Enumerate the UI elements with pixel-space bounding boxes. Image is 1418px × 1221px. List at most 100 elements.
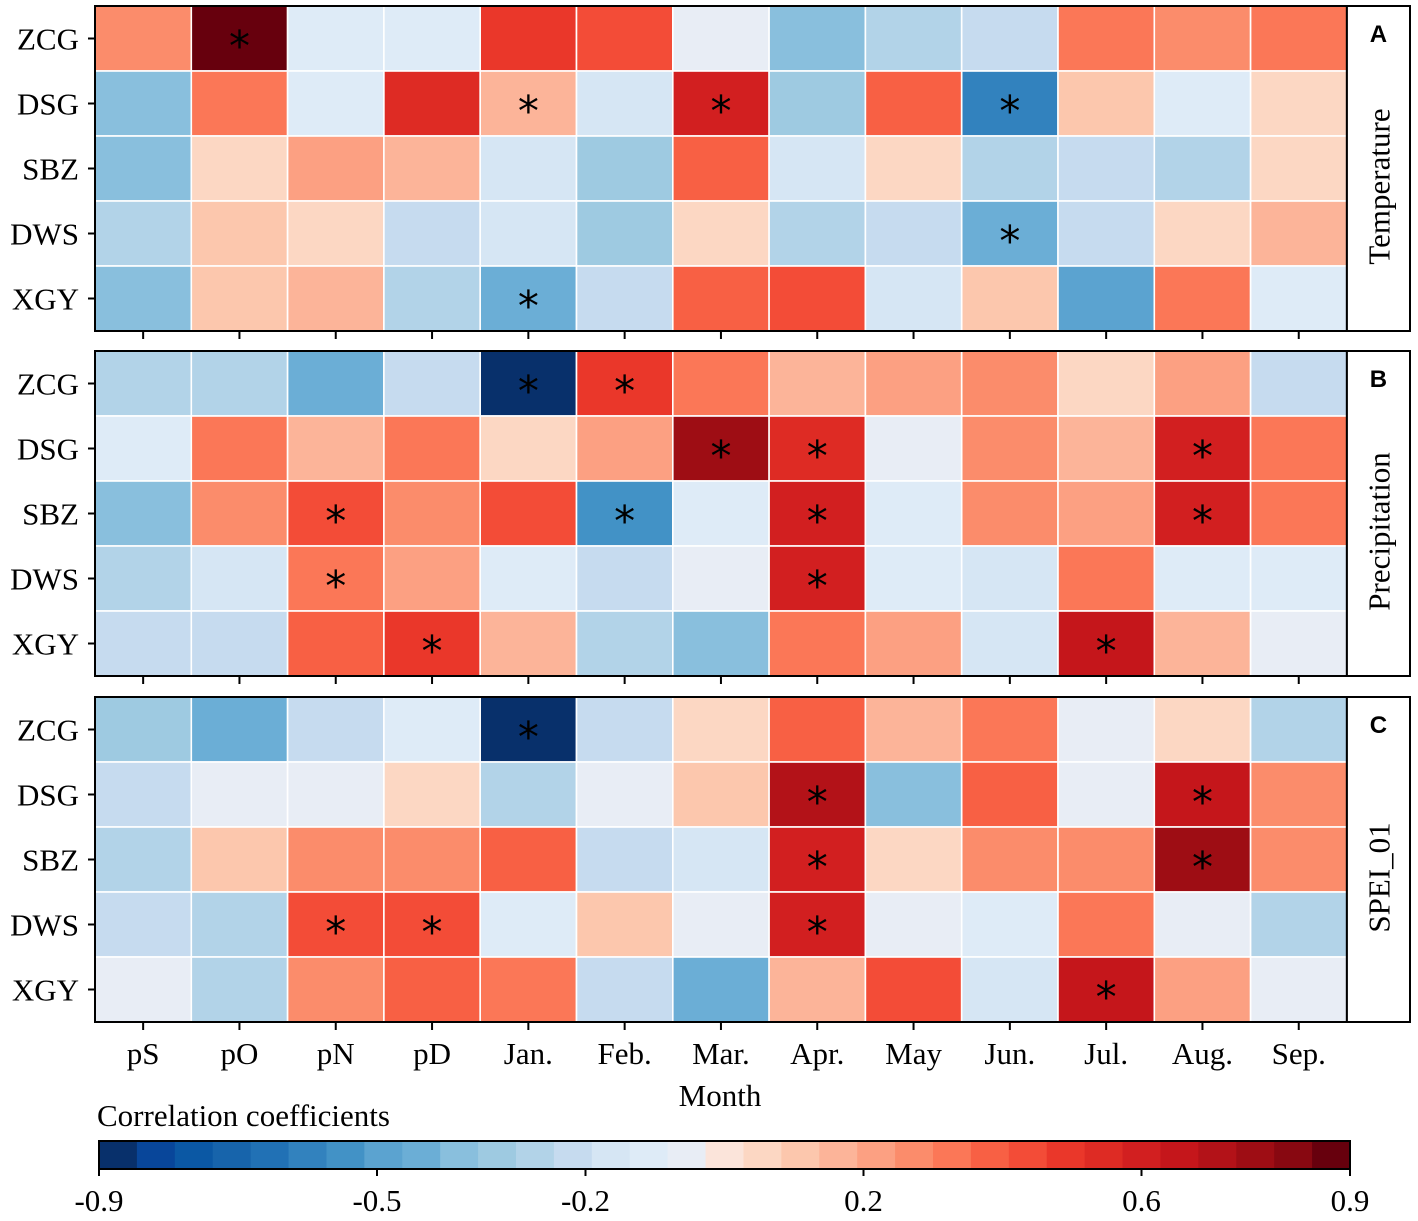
significance-marker: * xyxy=(999,217,1020,266)
heatmap-cell xyxy=(190,480,289,547)
x-axis: Month pS pO pN pD Jan. Feb. Mar. Apr. May Jun. Jul… xyxy=(127,1036,1326,1113)
colorbar-swatch xyxy=(1274,1141,1313,1169)
colorbar-swatch xyxy=(516,1141,555,1169)
colorbar-swatch xyxy=(743,1141,782,1169)
facet-strip-label: Precipitation xyxy=(1361,452,1396,611)
heatmap-cell xyxy=(960,826,1059,893)
heatmap-cell xyxy=(768,415,867,482)
significance-marker: * xyxy=(518,713,539,762)
heatmap-cell xyxy=(864,826,963,893)
colorbar-swatch xyxy=(667,1141,707,1169)
heatmap-cell xyxy=(1249,696,1348,763)
heatmap-cell xyxy=(190,891,289,958)
heatmap-cell xyxy=(383,826,481,893)
significance-marker: * xyxy=(710,87,731,136)
heatmap-cell xyxy=(864,610,963,677)
heatmap-cell xyxy=(479,350,578,417)
heatmap-cell xyxy=(768,350,867,417)
y-tick-label: ZCG xyxy=(17,367,79,402)
heatmap-cell xyxy=(190,545,289,612)
facet-strip xyxy=(1345,350,1412,677)
significance-marker: * xyxy=(518,282,539,331)
heatmap-cell xyxy=(1057,826,1156,893)
heatmap-cell xyxy=(479,826,578,893)
heatmap-cell xyxy=(1057,761,1156,828)
colorbar-swatch xyxy=(174,1141,214,1169)
heatmap-cell xyxy=(383,610,481,677)
heatmap-cell xyxy=(1153,826,1252,893)
heatmap-cell xyxy=(575,826,674,893)
heatmap-cell xyxy=(479,891,578,958)
heatmap-cell xyxy=(286,135,385,202)
colorbar-tick-label: -0.5 xyxy=(352,1183,401,1218)
colorbar-swatch xyxy=(933,1141,972,1169)
heatmap-cell xyxy=(286,761,385,828)
x-tick-label: Jul. xyxy=(1084,1036,1128,1071)
heatmap-cell xyxy=(286,415,385,482)
significance-marker: * xyxy=(999,87,1020,136)
heatmap-cell xyxy=(286,5,385,72)
heatmap-cell xyxy=(671,696,770,763)
panel-letter: A xyxy=(1370,21,1387,48)
heatmap-cell xyxy=(479,956,578,1023)
heatmap-cell xyxy=(383,70,481,137)
heatmap-cell xyxy=(94,350,193,417)
colorbar-swatch xyxy=(819,1141,858,1169)
heatmap-cell xyxy=(286,70,385,137)
heatmap-cell xyxy=(190,415,289,482)
heatmap-cell xyxy=(383,545,481,612)
heatmap-cell xyxy=(575,956,674,1023)
significance-marker: * xyxy=(518,367,539,416)
y-tick-label: DWS xyxy=(10,562,79,597)
colorbar-tick-label: -0.2 xyxy=(561,1183,610,1218)
x-tick-label: pS xyxy=(127,1036,160,1071)
heatmap-cell xyxy=(1249,5,1348,72)
heatmap-cell xyxy=(1153,480,1252,547)
heatmap-cell xyxy=(383,265,481,332)
panel-letter: C xyxy=(1370,712,1387,739)
heatmap-cell xyxy=(190,696,289,763)
heatmap-cell xyxy=(768,696,867,763)
significance-marker: * xyxy=(325,908,346,957)
heatmap-cell xyxy=(1057,265,1156,332)
heatmap-cell xyxy=(94,956,193,1023)
heatmap-cell xyxy=(575,135,674,202)
heatmap-cell xyxy=(960,5,1059,72)
heatmap-cell xyxy=(671,826,770,893)
heatmap-cell xyxy=(1057,610,1156,677)
heatmap-cell xyxy=(864,415,963,482)
heatmap-cell xyxy=(1249,480,1348,547)
heatmap-cell xyxy=(575,415,674,482)
heatmap-cell xyxy=(1057,350,1156,417)
heatmap-cell xyxy=(1249,956,1348,1023)
heatmap-cell xyxy=(1153,696,1252,763)
heatmap-cell xyxy=(671,70,770,137)
heatmap-cell xyxy=(575,696,674,763)
heatmap-cell xyxy=(671,761,770,828)
heatmap-cell xyxy=(1153,265,1252,332)
heatmap-cell xyxy=(960,135,1059,202)
heatmap-cell xyxy=(94,761,193,828)
heatmap-cell xyxy=(768,135,867,202)
significance-marker: * xyxy=(518,87,539,136)
heatmap-cell xyxy=(383,761,481,828)
heatmap-cell xyxy=(864,545,963,612)
colorbar-swatch xyxy=(1046,1141,1086,1169)
heatmap-cell xyxy=(190,135,289,202)
y-tick-label: SBZ xyxy=(22,843,79,878)
significance-marker: * xyxy=(807,778,828,827)
heatmap-cell xyxy=(671,5,770,72)
significance-marker: * xyxy=(614,367,635,416)
heatmap-cell xyxy=(479,5,578,72)
heatmap-cell xyxy=(94,696,193,763)
heatmap-cell xyxy=(1057,415,1156,482)
heatmap-cell xyxy=(575,5,674,72)
colorbar-swatch xyxy=(591,1141,631,1169)
heatmap-cell xyxy=(768,200,867,267)
heatmap-cell xyxy=(190,200,289,267)
significance-marker: * xyxy=(422,908,443,957)
colorbar-swatch xyxy=(1084,1141,1124,1169)
heatmap-cell xyxy=(383,5,481,72)
